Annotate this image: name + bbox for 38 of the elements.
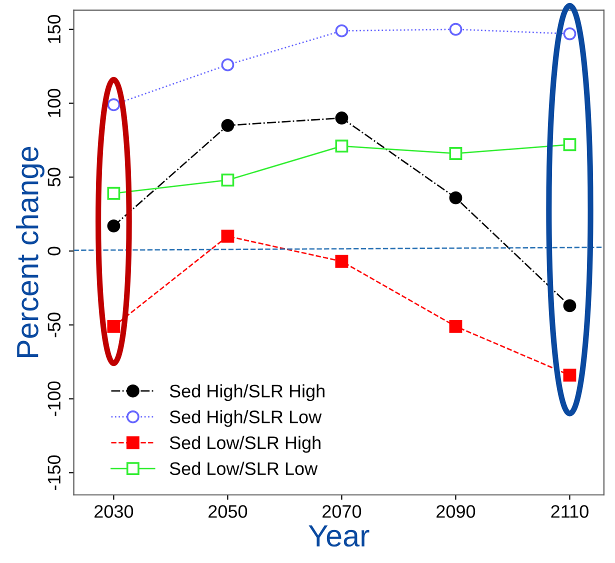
point bbox=[107, 219, 120, 232]
y-tick-label: 0 bbox=[48, 246, 61, 256]
x-tick-label: 2030 bbox=[94, 505, 134, 518]
point bbox=[335, 24, 348, 38]
y-tick-label: -150 bbox=[48, 455, 61, 490]
point bbox=[449, 191, 462, 204]
point bbox=[221, 118, 234, 132]
y-tick-label: -50 bbox=[48, 312, 61, 338]
y-tick-label: 50 bbox=[48, 168, 61, 186]
legend-label: Sed High/SLR Low bbox=[170, 410, 322, 427]
y-tick-label: 150 bbox=[48, 14, 61, 44]
point bbox=[449, 147, 462, 160]
point bbox=[335, 112, 348, 124]
y-tick-label: -100 bbox=[48, 381, 61, 416]
point bbox=[563, 27, 576, 40]
x-tick-label: 2110 bbox=[551, 505, 588, 518]
point bbox=[449, 22, 462, 36]
y-tick-label: 100 bbox=[48, 88, 61, 117]
point bbox=[563, 299, 576, 312]
point bbox=[335, 254, 348, 268]
legend-label: Sed Low/SLR Low bbox=[170, 462, 318, 476]
point bbox=[221, 174, 234, 187]
point bbox=[107, 186, 120, 200]
point bbox=[221, 230, 234, 243]
x-tick-label: 2070 bbox=[322, 505, 362, 518]
point bbox=[107, 320, 120, 333]
point bbox=[335, 140, 348, 153]
point bbox=[449, 320, 462, 333]
point bbox=[563, 368, 576, 382]
legend-label: Sed High/SLR High bbox=[170, 384, 324, 402]
y-axis-title: Percent change bbox=[16, 146, 44, 358]
point bbox=[221, 58, 234, 72]
legend-label: Sed Low/SLR High bbox=[170, 436, 320, 453]
x-axis-title: Year bbox=[308, 525, 370, 547]
point bbox=[107, 98, 120, 112]
x-tick-label: 2090 bbox=[436, 505, 476, 518]
x-tick-label: 2050 bbox=[208, 505, 248, 518]
point bbox=[563, 138, 576, 152]
